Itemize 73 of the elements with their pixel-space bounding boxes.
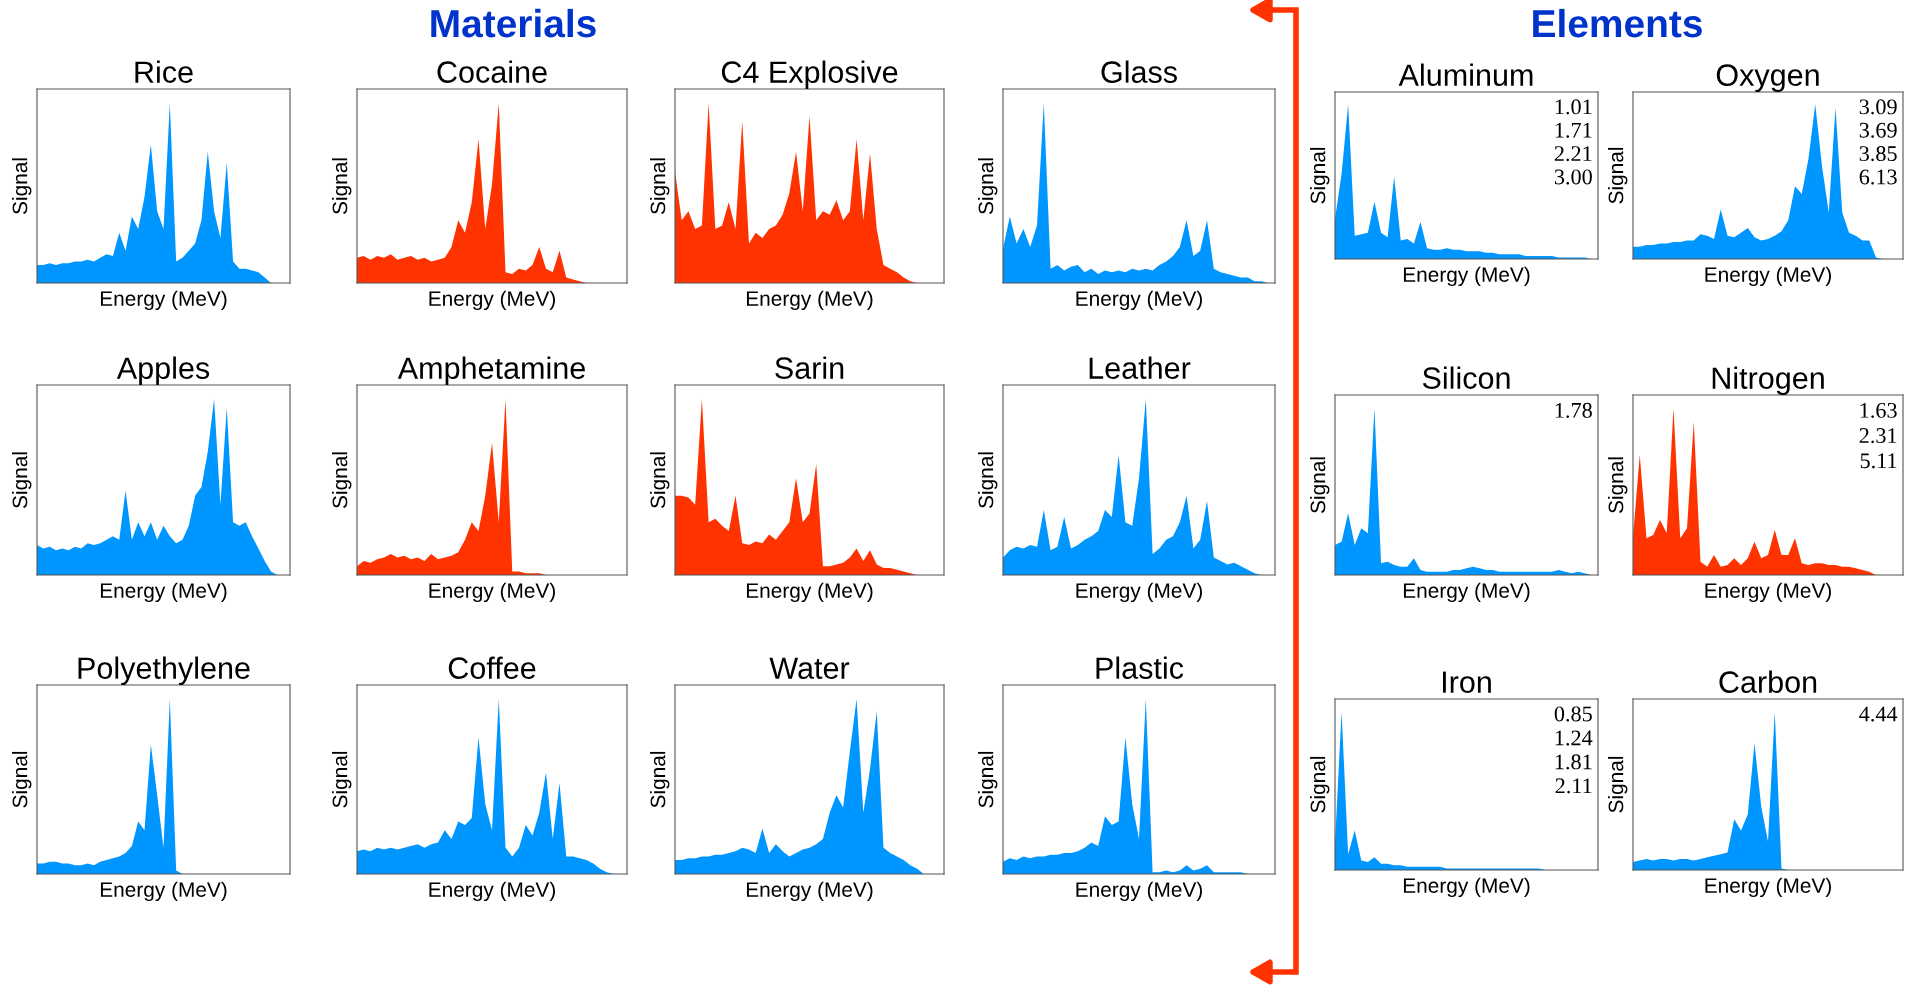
chart-title: Oxygen: [1716, 64, 1819, 92]
y-axis-title: Signal: [1310, 756, 1330, 813]
y-axis-title: Signal: [12, 452, 32, 509]
x-axis-title: Energy (MeV): [1403, 877, 1530, 898]
y-axis-title: Signal: [650, 751, 670, 808]
chart-title: Leather: [1089, 356, 1191, 379]
x-axis-title: Energy (MeV): [746, 881, 873, 902]
x-axis-title: Energy (MeV): [100, 582, 227, 603]
x-axis-title: Energy (MeV): [1076, 290, 1202, 311]
chart-title: Silicon: [1422, 366, 1510, 389]
y-axis-title: Signal: [1310, 147, 1330, 204]
y-axis-title: Signal: [650, 452, 670, 509]
x-axis-title: Energy (MeV): [1705, 877, 1831, 898]
x-axis-title: Energy (MeV): [1403, 582, 1530, 603]
x-axis-title: Energy (MeV): [100, 290, 227, 311]
annotation: 2.11: [1555, 778, 1592, 794]
annotation: 5.11: [1860, 453, 1897, 469]
chart-title: Apples: [116, 356, 210, 385]
chart-title: Water: [769, 657, 850, 679]
x-axis-title: Energy (MeV): [429, 582, 555, 603]
annotation: 1.01: [1555, 99, 1592, 115]
annotation: 3.69: [1859, 122, 1897, 138]
y-axis-title: Signal: [1608, 756, 1628, 813]
annotation: 1.81: [1555, 754, 1592, 770]
chart-title: Nitrogen: [1712, 366, 1824, 395]
annotation: 3.09: [1859, 99, 1897, 115]
chart-title: Rice: [135, 60, 193, 83]
annotation: 4.44: [1859, 706, 1898, 722]
annotation: 3.00: [1554, 169, 1592, 185]
x-axis-title: Energy (MeV): [746, 290, 873, 311]
y-axis-title: Signal: [978, 751, 998, 808]
text: Materials: [431, 8, 596, 38]
chart-title: Aluminum: [1398, 63, 1533, 86]
chart-title: Plastic: [1096, 656, 1184, 679]
chart-title: Glass: [1101, 60, 1177, 83]
y-axis-title: Signal: [12, 158, 32, 215]
y-axis-title: Signal: [1608, 457, 1628, 514]
y-axis-title: Signal: [1310, 457, 1330, 514]
chart-title: Iron: [1443, 671, 1491, 693]
chart-title: Cocaine: [437, 60, 547, 83]
x-axis-title: Energy (MeV): [1705, 582, 1831, 603]
annotation: 2.21: [1554, 146, 1592, 162]
y-axis-title: Signal: [332, 452, 352, 509]
x-axis-title: Energy (MeV): [429, 881, 555, 902]
text: Elements: [1533, 8, 1702, 38]
y-axis-title: Signal: [332, 751, 352, 808]
annotation: 0.85: [1554, 706, 1592, 722]
chart-title: Sarin: [775, 356, 844, 379]
annotation: 1.24: [1555, 730, 1593, 746]
y-axis-title: Signal: [332, 158, 352, 215]
annotation: 1.71: [1555, 122, 1592, 138]
y-axis-title: Signal: [978, 158, 998, 215]
annotation: 2.31: [1859, 428, 1897, 444]
annotation: 6.13: [1859, 169, 1897, 185]
y-axis-title: Signal: [650, 158, 670, 215]
x-axis-title: Energy (MeV): [100, 881, 227, 902]
x-axis-title: Energy (MeV): [429, 290, 555, 311]
y-axis-title: Signal: [1608, 147, 1628, 204]
annotation: 3.85: [1859, 146, 1897, 162]
annotation: 1.63: [1860, 402, 1897, 418]
chart-title: Amphetamine: [397, 356, 585, 385]
chart-title: Carbon: [1719, 670, 1817, 693]
chart-title: C4 Explosive: [721, 60, 898, 89]
y-axis-title: Signal: [12, 751, 32, 808]
chart-title: Coffee: [448, 656, 536, 679]
y-axis-title: Signal: [978, 452, 998, 509]
x-axis-title: Energy (MeV): [1403, 266, 1530, 287]
chart-title: Polyethylene: [78, 656, 250, 685]
x-axis-title: Energy (MeV): [1705, 266, 1831, 287]
annotation: 1.78: [1555, 402, 1592, 418]
x-axis-title: Energy (MeV): [1076, 881, 1202, 902]
x-axis-title: Energy (MeV): [746, 582, 873, 603]
x-axis-title: Energy (MeV): [1076, 582, 1202, 603]
